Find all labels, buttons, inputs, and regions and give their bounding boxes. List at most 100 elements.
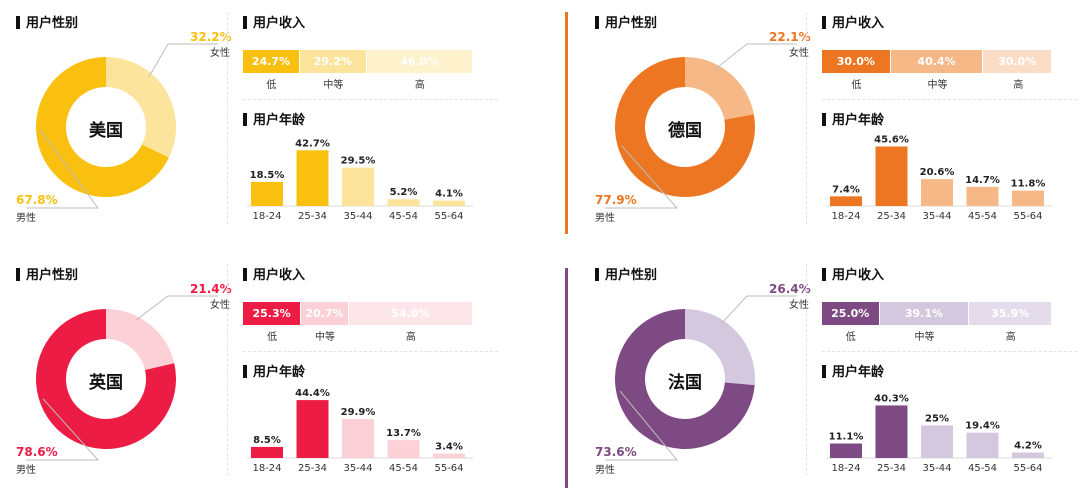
age-value-label: 14.7% [965, 175, 1000, 186]
male-slice [36, 57, 169, 198]
age-bar [296, 150, 329, 206]
age-bar [830, 443, 862, 458]
income-category-label: 高 [1013, 80, 1024, 91]
income-category-label: 中等 [323, 80, 344, 91]
age-value-label: 4.2% [1014, 441, 1042, 452]
age-category-label: 45-54 [389, 463, 418, 474]
age-category-label: 45-54 [968, 463, 997, 474]
income-category-label: 低 [851, 80, 862, 91]
country-panel: 用户性别 法国 26.4% 女性 73.6% 男性 用户收入 25.0% 39.1% 35.9% 低… [565, 252, 1080, 497]
age-value-label: 19.4% [965, 421, 1000, 432]
section-divider [227, 264, 229, 476]
male-slice [36, 309, 177, 449]
age-value-label: 7.4% [832, 184, 860, 195]
income-heading: 用户收入 [243, 12, 305, 31]
age-category-label: 55-64 [434, 211, 463, 222]
age-value-label: 5.2% [390, 187, 418, 198]
income-category-label: 高 [1005, 332, 1016, 343]
age-category-label: 45-54 [968, 211, 997, 222]
male-leader-line [26, 129, 99, 209]
male-leader-line [605, 145, 679, 209]
income-segment: 40.4% [890, 50, 984, 73]
income-segment: 24.7% [243, 50, 300, 73]
income-age-divider [822, 351, 1077, 353]
age-category-label: 55-64 [434, 463, 463, 474]
female-leader-line [148, 43, 218, 78]
income-bar: 24.7% 29.2% 46.0% [243, 50, 473, 73]
male-label: 男性 [16, 213, 36, 224]
country-panel: 用户性别 美国 32.2% 女性 67.8% 男性 用户收入 24.7% 29.2% 46.0% 低… [0, 0, 540, 245]
age-bar [296, 400, 329, 458]
age-value-label: 3.4% [435, 442, 463, 453]
female-label: 女性 [210, 300, 230, 311]
age-category-label: 18-24 [831, 463, 860, 474]
age-value-label: 25% [925, 413, 949, 424]
income-age-divider [243, 99, 498, 101]
income-segment: 20.7% [301, 302, 349, 325]
age-bar [1012, 452, 1044, 458]
age-value-label: 11.8% [1011, 179, 1046, 190]
age-category-label: 55-64 [1013, 463, 1042, 474]
income-category-label: 低 [266, 80, 277, 91]
age-category-label: 25-34 [298, 211, 327, 222]
female-slice [106, 309, 175, 371]
male-leader-line [26, 398, 100, 461]
country-panel: 用户性别 德国 22.1% 女性 77.9% 男性 用户收入 30.0% 40.4% 30.0% 低… [565, 0, 1080, 245]
income-bar: 25.0% 39.1% 35.9% [822, 302, 1052, 325]
age-category-label: 35-44 [922, 211, 951, 222]
female-percent: 32.2% [190, 30, 232, 44]
age-value-label: 20.6% [920, 167, 955, 178]
age-bar [433, 453, 465, 458]
age-value-label: 8.5% [253, 435, 281, 446]
female-percent: 22.1% [769, 30, 811, 44]
age-value-label: 18.5% [250, 170, 285, 181]
income-heading: 用户收入 [822, 12, 884, 31]
age-bar [921, 179, 953, 206]
income-age-divider [243, 351, 498, 353]
gender-heading: 用户性别 [595, 264, 657, 283]
country-name: 美国 [89, 121, 123, 141]
income-heading: 用户收入 [822, 264, 884, 283]
section-divider [806, 12, 808, 224]
age-category-label: 35-44 [343, 463, 372, 474]
gender-heading: 用户性别 [595, 12, 657, 31]
income-category-label: 中等 [927, 80, 948, 91]
male-percent: 73.6% [595, 445, 637, 459]
age-bar [433, 200, 465, 206]
male-label: 男性 [595, 213, 615, 224]
gender-donut [26, 43, 218, 209]
female-slice [106, 57, 176, 158]
age-bar [966, 432, 999, 458]
income-segment: 29.2% [299, 50, 367, 73]
age-heading: 用户年龄 [822, 361, 884, 380]
country-name: 法国 [668, 373, 702, 393]
age-bar [875, 146, 908, 206]
age-heading: 用户年龄 [243, 109, 305, 128]
age-value-label: 45.6% [874, 135, 909, 146]
female-leader-line [135, 295, 218, 321]
age-bar [342, 167, 374, 206]
section-divider [806, 264, 808, 476]
income-segment: 39.1% [879, 302, 970, 325]
age-category-label: 25-34 [298, 463, 327, 474]
male-leader-line [605, 390, 679, 461]
age-category-label: 18-24 [252, 463, 281, 474]
income-segment: 46.0% [366, 50, 473, 73]
age-bar [875, 405, 908, 458]
age-heading: 用户年龄 [243, 361, 305, 380]
age-bar [966, 186, 999, 206]
income-heading: 用户收入 [243, 264, 305, 283]
age-bar [387, 199, 420, 206]
age-bar-chart: 18.5% 18-24 42.7% 25-34 29.5% 35-44 5.2% 45-54 4… [247, 138, 473, 222]
gender-donut [605, 295, 797, 461]
female-leader-line [715, 43, 797, 70]
gender-donut [605, 43, 797, 209]
age-value-label: 44.4% [295, 388, 330, 399]
male-percent: 78.6% [16, 445, 58, 459]
country-panel: 用户性别 英国 21.4% 女性 78.6% 男性 用户收入 25.3% 20.7% 54.0% 低… [0, 252, 540, 497]
income-category-label: 高 [405, 332, 416, 343]
age-category-label: 18-24 [831, 211, 860, 222]
age-category-label: 45-54 [389, 211, 418, 222]
age-bar-chart: 7.4% 18-24 45.6% 25-34 20.6% 35-44 14.7% 45-54 1… [826, 135, 1052, 222]
male-label: 男性 [16, 465, 36, 476]
